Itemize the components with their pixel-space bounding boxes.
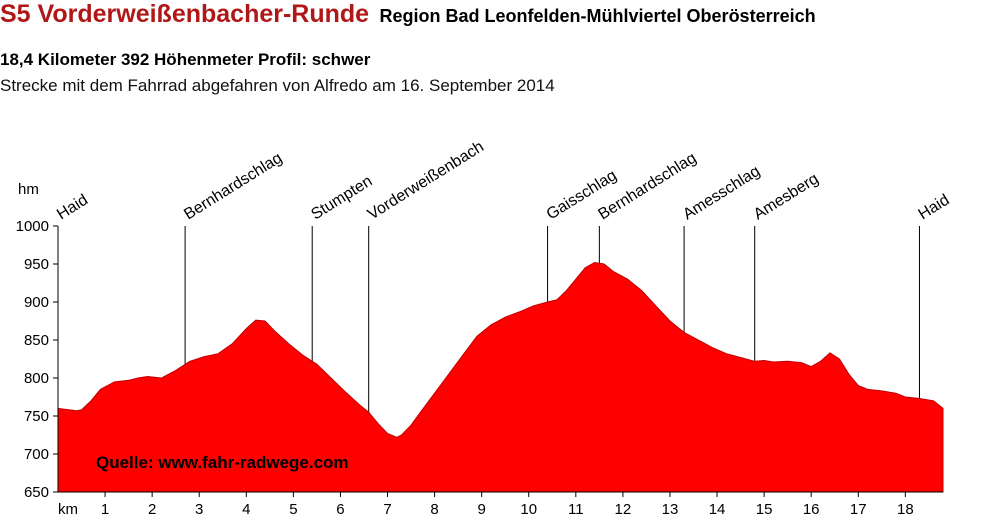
route-title: S5 Vorderweißenbacher-Runde: [0, 0, 370, 28]
x-tick-label: 5: [289, 501, 297, 518]
x-tick-label: 13: [662, 501, 679, 518]
y-tick-label: 850: [24, 332, 49, 349]
x-tick-label: 16: [803, 501, 820, 518]
title-line: S5 Vorderweißenbacher-Runde Region Bad L…: [0, 0, 816, 29]
region-subtitle: Region Bad Leonfelden-Mühlviertel Oberös…: [379, 6, 816, 26]
x-tick-label: 1: [101, 501, 109, 518]
x-tick-label: 4: [242, 501, 250, 518]
ride-info: Strecke mit dem Fahrrad abgefahren von A…: [0, 76, 555, 95]
marker-label: Stumpten: [308, 173, 375, 224]
route-stats: 18,4 Kilometer 392 Höhenmeter Profil: sc…: [0, 50, 371, 69]
x-tick-label: 8: [430, 501, 438, 518]
marker-label: Amesberg: [751, 170, 822, 223]
y-tick-label: 800: [24, 370, 49, 387]
y-tick-label: 1000: [16, 218, 49, 235]
y-tick-label: 950: [24, 256, 49, 273]
x-tick-label: 15: [756, 501, 773, 518]
source-annotation: Quelle: www.fahr-radwege.com: [96, 453, 349, 472]
x-tick-label: 3: [195, 501, 203, 518]
y-tick-label: 900: [24, 294, 49, 311]
x-tick-label: 14: [709, 501, 726, 518]
x-tick-label: 12: [615, 501, 632, 518]
x-tick-label: 17: [850, 501, 867, 518]
y-tick-label: 650: [24, 484, 49, 501]
marker-label: Haid: [916, 192, 953, 224]
x-tick-label: 2: [148, 501, 156, 518]
x-axis-unit: km: [58, 501, 78, 518]
marker-label: Bernhardschlag: [181, 150, 285, 224]
x-tick-label: 18: [897, 501, 914, 518]
marker-label: Amesschlag: [680, 163, 763, 224]
marker-label: Vorderweißenbach: [365, 138, 487, 223]
y-axis-unit: hm: [18, 181, 39, 198]
x-tick-label: 10: [520, 501, 537, 518]
y-tick-label: 750: [24, 408, 49, 425]
y-tick-label: 700: [24, 446, 49, 463]
x-tick-label: 11: [568, 501, 584, 518]
x-tick-label: 7: [383, 501, 391, 518]
elevation-profile-area: [57, 261, 944, 493]
marker-label: Haid: [54, 192, 91, 224]
x-tick-label: 6: [336, 501, 344, 518]
x-tick-label: 9: [477, 501, 485, 518]
